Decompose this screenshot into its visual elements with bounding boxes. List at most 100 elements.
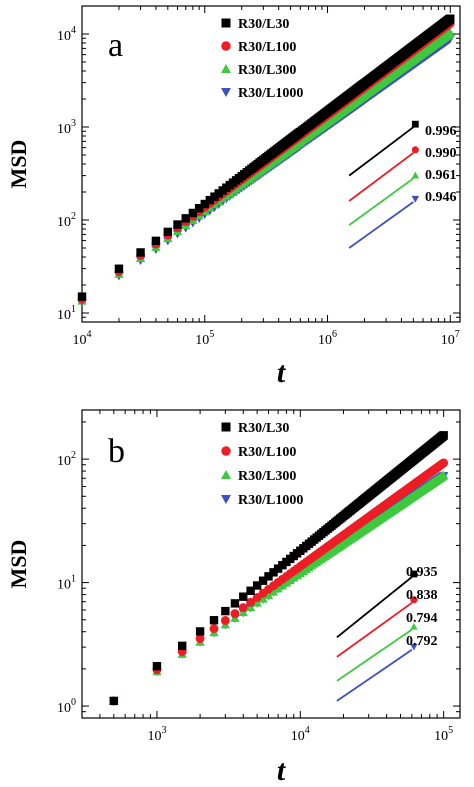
data-point [230,609,240,618]
data-point [181,214,190,223]
data-point [258,594,268,603]
plot-frame [81,409,461,719]
data-point [439,458,449,468]
legend-marker [221,41,231,51]
data-point [439,431,448,440]
data-point [239,592,248,601]
x-tick-label: 106 [318,329,337,348]
fit-line [348,201,414,249]
data-point [195,634,205,644]
data-point [220,616,230,625]
legend: R30/L30 R30/L100 R30/L300 R30/L1000 [221,421,303,508]
fit-lines: 0.935 0.838 0.794 0.792 [336,565,438,702]
data-point [439,470,449,480]
y-tick-label: 101 [57,574,76,593]
data-point [200,199,209,209]
data-point [77,292,87,301]
data-point [246,597,256,607]
data-point [194,204,204,213]
panel-label: b [108,433,125,470]
legend-marker [221,446,231,456]
fit-line-marker [410,570,418,578]
legend-marker [221,470,231,480]
data-point [258,576,268,585]
data-point [109,696,119,706]
chart-panel-b: 103 104 105100101102MSDtbR30/L30R30/L100R3… [6,409,461,787]
x-axis-label: t [277,356,287,389]
y-tick-label: 103 [57,118,76,137]
y-axis-label: MSD [6,540,31,589]
data-point [152,661,162,671]
data-point [277,581,288,590]
data-point [136,248,145,257]
fit-line-marker [411,171,420,179]
data-point [252,598,262,607]
panel-label: a [108,27,123,64]
fit-line [348,152,414,202]
legend-marker [221,64,231,74]
legend-marker [221,87,231,97]
legend: R30/L30 R30/L100 R30/L300 R30/L1000 [221,17,303,101]
data-point [252,581,262,590]
y-axis-label: MSD [6,140,31,189]
series-R30/L30 [77,14,455,301]
legend-label: R30/L300 [238,469,296,484]
legend-marker [221,494,231,504]
data-point [221,606,230,616]
data-point [178,641,187,651]
slope-label: 0.792 [406,634,438,649]
legend-label: R30/L1000 [238,493,303,508]
data-point [245,602,256,612]
data-point [273,583,283,593]
legend-label: R30/L100 [238,40,296,55]
data-point [238,603,248,612]
data-point [163,227,173,237]
data-point [114,264,124,273]
fit-line [336,602,413,658]
fit-line [336,649,413,702]
axis-ticks [81,5,460,323]
data-point [238,607,248,617]
fit-line-marker [410,622,418,630]
axis-ticks [81,410,460,719]
y-tick-label: 104 [57,25,76,44]
data-point [209,616,219,625]
legend-marker [221,422,231,432]
x-tick-label: 105 [195,329,214,348]
data-point [209,624,219,634]
series-R30/L100 [109,458,449,706]
slope-label: 0.935 [406,565,438,580]
chart-panel-a: 104 105 106 107101102103104MSDtaR30/L30R30/… [6,5,461,389]
series-R30/L300 [77,28,455,305]
legend-marker [221,18,231,28]
slope-label: 0.990 [425,146,457,161]
y-tick-label: 100 [57,697,76,716]
data-point [281,578,292,587]
x-tick-label: 107 [441,329,460,348]
x-tick-label: 105 [434,725,453,744]
fit-line [336,628,413,682]
y-tick-label: 102 [57,450,76,469]
data-point [151,236,161,246]
fit-lines: 0.996 0.990 0.961 0.946 [348,120,457,249]
slope-label: 0.946 [425,190,457,205]
fit-line-marker [411,120,419,128]
legend-label: R30/L100 [238,445,296,460]
fit-line [348,177,414,226]
data-point [210,192,219,201]
series-R30/L30 [109,431,448,706]
fit-line-marker [411,146,419,154]
data-point [445,28,455,37]
legend-label: R30/L30 [238,421,289,436]
data-point [195,627,205,636]
data-point [188,208,198,218]
y-tick-label: 101 [57,304,76,323]
legend-label: R30/L30 [238,17,289,32]
data-point [269,568,278,577]
data-point [263,590,274,599]
data-point [264,572,273,581]
data-point [446,14,455,23]
x-tick-label: 104 [291,725,310,744]
fit-line [348,126,414,177]
